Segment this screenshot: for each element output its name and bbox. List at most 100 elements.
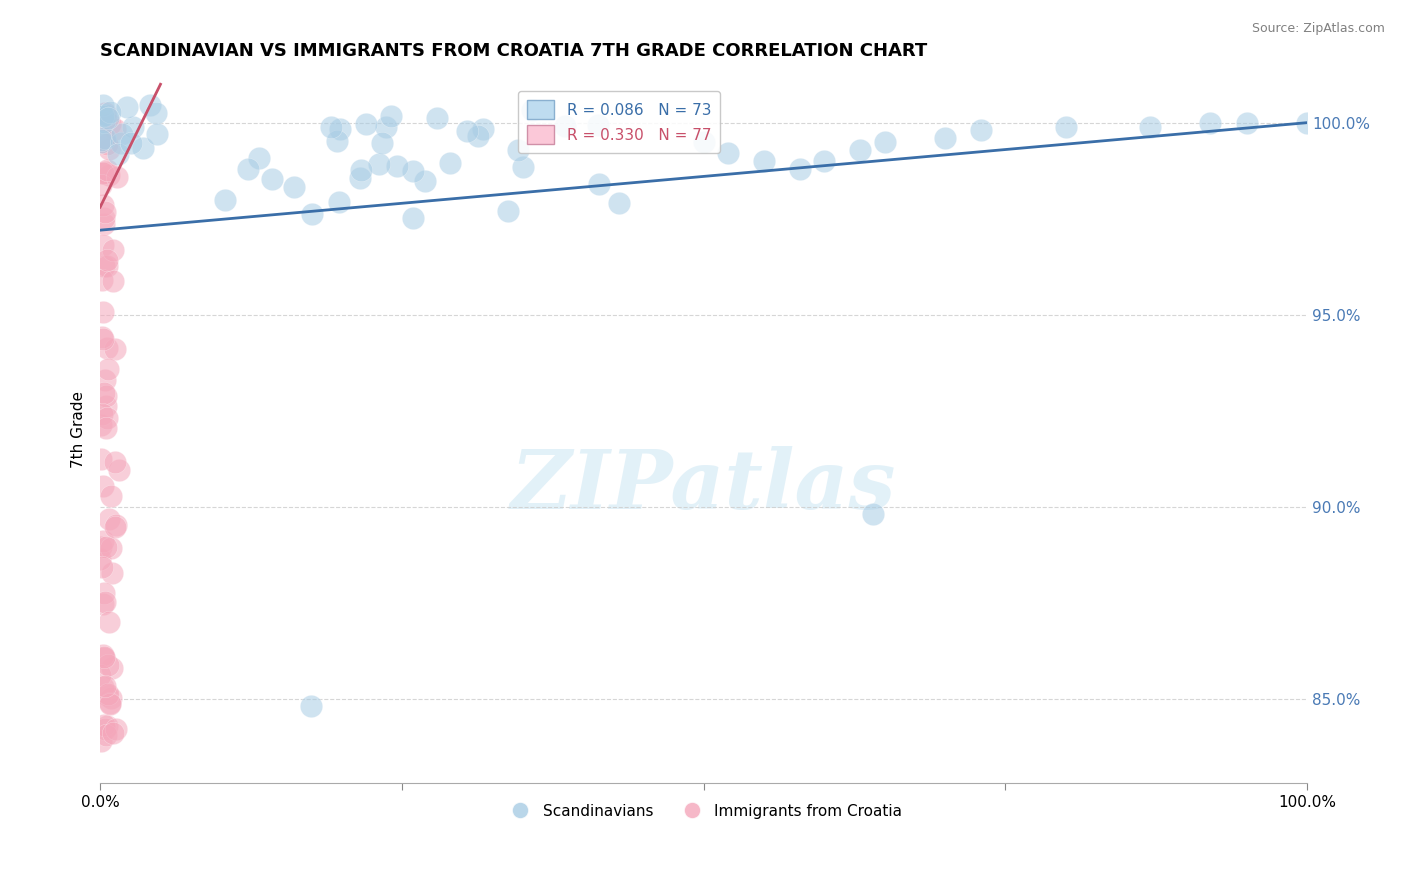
Point [496, 203, 519, 218]
Point [402, 211, 425, 225]
Point [104, 518, 127, 533]
Point [93, 586, 115, 600]
Point [1296, 116, 1319, 130]
Point [93, 651, 115, 665]
Point [588, 177, 610, 191]
Point [91, 560, 114, 574]
Point [439, 155, 461, 169]
Point [94, 373, 117, 387]
Point [849, 143, 872, 157]
Point [93, 385, 115, 400]
Point [862, 508, 884, 522]
Point [94, 106, 117, 120]
Y-axis label: 7th Grade: 7th Grade [72, 392, 86, 468]
Point [139, 98, 162, 112]
Point [104, 342, 127, 356]
Point [607, 195, 630, 210]
Point [98, 117, 121, 131]
Point [101, 660, 124, 674]
Point [94, 165, 117, 179]
Point [98, 105, 121, 120]
Point [96, 719, 118, 733]
Point [319, 120, 342, 134]
Point [111, 127, 134, 141]
Point [90, 451, 112, 466]
Point [93, 165, 115, 179]
Point [97, 687, 120, 701]
Point [283, 179, 305, 194]
Point [104, 122, 127, 136]
Point [93, 595, 115, 609]
Point [1236, 116, 1258, 130]
Point [100, 489, 122, 503]
Point [1139, 120, 1161, 134]
Point [120, 136, 142, 151]
Point [371, 136, 394, 150]
Point [97, 361, 120, 376]
Point [90, 133, 112, 147]
Point [93, 259, 115, 273]
Point [717, 146, 740, 161]
Point [90, 273, 112, 287]
Point [326, 134, 349, 148]
Point [100, 691, 122, 706]
Point [98, 615, 121, 629]
Point [103, 274, 125, 288]
Point [93, 211, 115, 225]
Text: ZIPatlas: ZIPatlas [510, 446, 897, 526]
Text: Source: ZipAtlas.com: Source: ZipAtlas.com [1251, 22, 1385, 36]
Point [426, 111, 449, 125]
Point [368, 157, 391, 171]
Point [97, 658, 120, 673]
Point [107, 146, 129, 161]
Point [260, 172, 283, 186]
Point [456, 124, 478, 138]
Point [970, 123, 993, 137]
Point [554, 120, 576, 134]
Point [91, 108, 114, 122]
Point [110, 136, 132, 151]
Point [98, 168, 121, 182]
Point [94, 421, 117, 435]
Point [104, 520, 127, 534]
Point [93, 722, 115, 736]
Point [93, 717, 115, 731]
Point [387, 159, 409, 173]
Point [94, 389, 117, 403]
Point [789, 161, 811, 176]
Point [350, 163, 373, 178]
Point [94, 108, 117, 122]
Point [94, 399, 117, 413]
Point [329, 122, 352, 136]
Point [96, 137, 118, 152]
Point [90, 417, 112, 432]
Legend: Scandinavians, Immigrants from Croatia: Scandinavians, Immigrants from Croatia [499, 797, 908, 825]
Point [214, 193, 236, 207]
Point [356, 117, 378, 131]
Point [93, 218, 115, 232]
Point [101, 243, 124, 257]
Point [91, 109, 114, 123]
Point [349, 170, 371, 185]
Point [98, 697, 121, 711]
Point [98, 142, 121, 156]
Point [96, 252, 118, 267]
Point [247, 152, 270, 166]
Point [752, 154, 775, 169]
Point [91, 332, 114, 346]
Point [301, 207, 323, 221]
Point [299, 699, 322, 714]
Point [94, 540, 117, 554]
Point [98, 696, 121, 710]
Point [467, 129, 489, 144]
Point [692, 135, 714, 149]
Point [90, 733, 112, 747]
Point [91, 304, 114, 318]
Point [93, 238, 115, 252]
Point [90, 330, 112, 344]
Point [413, 174, 436, 188]
Point [93, 114, 115, 128]
Point [90, 407, 112, 421]
Point [105, 169, 128, 184]
Point [90, 178, 112, 192]
